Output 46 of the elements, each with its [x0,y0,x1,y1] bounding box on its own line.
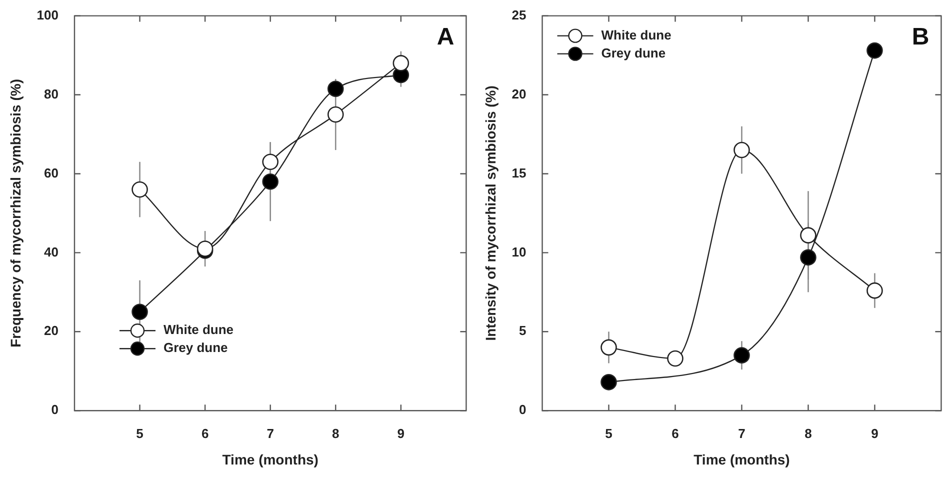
x-axis-title: Time (months) [694,451,790,468]
point [392,55,410,72]
point [600,374,617,390]
legend-label: White dune [163,322,234,338]
x-tick-label: 5 [136,426,144,441]
x-tick-label: 9 [871,426,878,441]
y-tick-label: 40 [44,244,58,260]
x-tick-label: 5 [605,426,612,441]
x-tick-label: 6 [672,426,679,441]
point [327,80,344,97]
annotation: B [912,23,930,50]
y-tick-label: 100 [36,7,58,22]
x-tick-label: 7 [266,426,274,441]
y-tick-label: 5 [519,323,526,338]
y-tick-label: 25 [512,7,526,22]
point [327,106,344,123]
annotation: A [436,23,454,50]
x-tick-label: 6 [201,426,209,441]
x-tick-label: 7 [738,426,746,441]
x-axis-title: Time (months) [222,451,318,468]
point [800,249,816,266]
point [600,339,617,356]
point [800,227,816,244]
point [734,142,750,158]
y-tick-label: 20 [44,323,58,338]
y-axis-title: Intensity of mycorrhizal symbiosis (%) [482,86,498,341]
point [132,304,148,320]
x-tick-label: 9 [397,426,405,441]
y-tick-label: 60 [44,165,58,180]
y-tick-label: 0 [51,402,58,418]
point [866,282,883,299]
legend-label: White dune [601,27,672,42]
y-tick-label: 15 [512,165,526,180]
y-axis-title: Frequency of mycorrhizal symbiosis (%) [7,78,24,348]
point [866,42,883,59]
point [734,347,750,364]
point [262,154,278,170]
legend-label: Grey dune [601,45,666,60]
legend-label: Grey dune [163,340,228,356]
y-tick-label: 0 [519,402,526,418]
y-tick-label: 80 [44,86,58,102]
x-tick-label: 8 [804,426,812,441]
x-tick-label: 8 [332,426,340,441]
y-tick-label: 20 [512,86,526,102]
point [262,173,278,190]
y-tick-label: 10 [512,244,526,260]
